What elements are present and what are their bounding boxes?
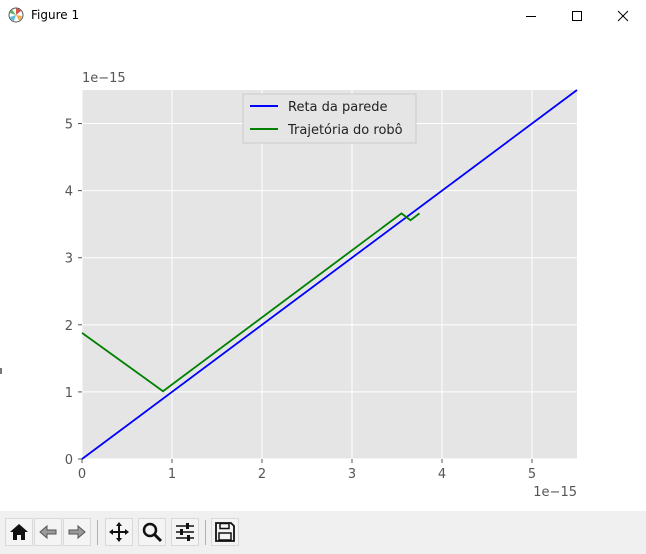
minimize-button[interactable]: [508, 0, 554, 31]
magnifier-icon: [142, 522, 163, 543]
legend: Reta da parede Trajetória do robô: [242, 93, 417, 144]
legend-box: [242, 93, 417, 144]
x-tick-label: 5: [528, 467, 536, 482]
back-arrow-icon: [39, 524, 57, 540]
maximize-button[interactable]: [554, 0, 600, 31]
axis-ticks: 0 1 2 3 4 5 0 1 2 3 4 5: [65, 118, 536, 482]
window-titlebar: Figure 1: [0, 0, 646, 31]
configure-subplots-button[interactable]: [171, 518, 199, 546]
save-button[interactable]: [211, 518, 239, 546]
x-offset-text: 1e−15: [533, 485, 577, 500]
y-tick-label: 5: [65, 118, 73, 133]
maximize-icon: [572, 10, 582, 21]
matplotlib-logo-icon: [8, 7, 24, 23]
y-tick-label: 0: [65, 453, 73, 468]
close-button[interactable]: [600, 0, 646, 31]
series-line-reta-da-parede: [81, 89, 578, 460]
y-tick-label: 3: [65, 252, 73, 267]
close-icon: [617, 10, 629, 21]
home-icon: [10, 524, 28, 540]
window-title: Figure 1: [31, 8, 80, 22]
forward-arrow-icon: [68, 524, 86, 540]
save-icon: [215, 522, 235, 542]
x-tick-label: 0: [78, 467, 86, 482]
x-tick-label: 2: [258, 467, 266, 482]
y-tick-label: 1: [65, 386, 73, 401]
pan-button[interactable]: [105, 518, 133, 546]
zoom-button[interactable]: [138, 518, 166, 546]
edge-marker: [0, 368, 2, 374]
y-tick-label: 2: [65, 319, 73, 334]
toolbar-separator: [205, 520, 206, 545]
back-button[interactable]: [34, 518, 62, 546]
toolbar-separator: [97, 520, 98, 545]
move-icon: [109, 522, 129, 542]
y-tick-label: 4: [65, 185, 73, 200]
sliders-icon: [176, 523, 194, 541]
minimize-icon: [526, 15, 536, 17]
grid: [81, 90, 577, 460]
x-tick-label: 3: [348, 467, 356, 482]
series-lines: [81, 89, 578, 460]
chart: 0 1 2 3 4 5 0 1 2 3 4 5 1e−15 1e−15 Reta da parede …: [65, 71, 578, 500]
x-tick-label: 1: [168, 467, 176, 482]
home-button[interactable]: [5, 518, 33, 546]
legend-label-reta-da-parede: Reta da parede: [288, 100, 388, 115]
x-tick-label: 4: [438, 467, 446, 482]
forward-button[interactable]: [63, 518, 91, 546]
series-line-trajetoria-do-robo: [81, 212, 421, 393]
figure-canvas[interactable]: 0 1 2 3 4 5 0 1 2 3 4 5 1e−15 1e−15 Reta da parede …: [0, 31, 646, 511]
navigation-toolbar: [0, 511, 646, 554]
y-offset-text: 1e−15: [82, 71, 126, 86]
legend-label-trajetoria-do-robo: Trajetória do robô: [287, 123, 403, 138]
